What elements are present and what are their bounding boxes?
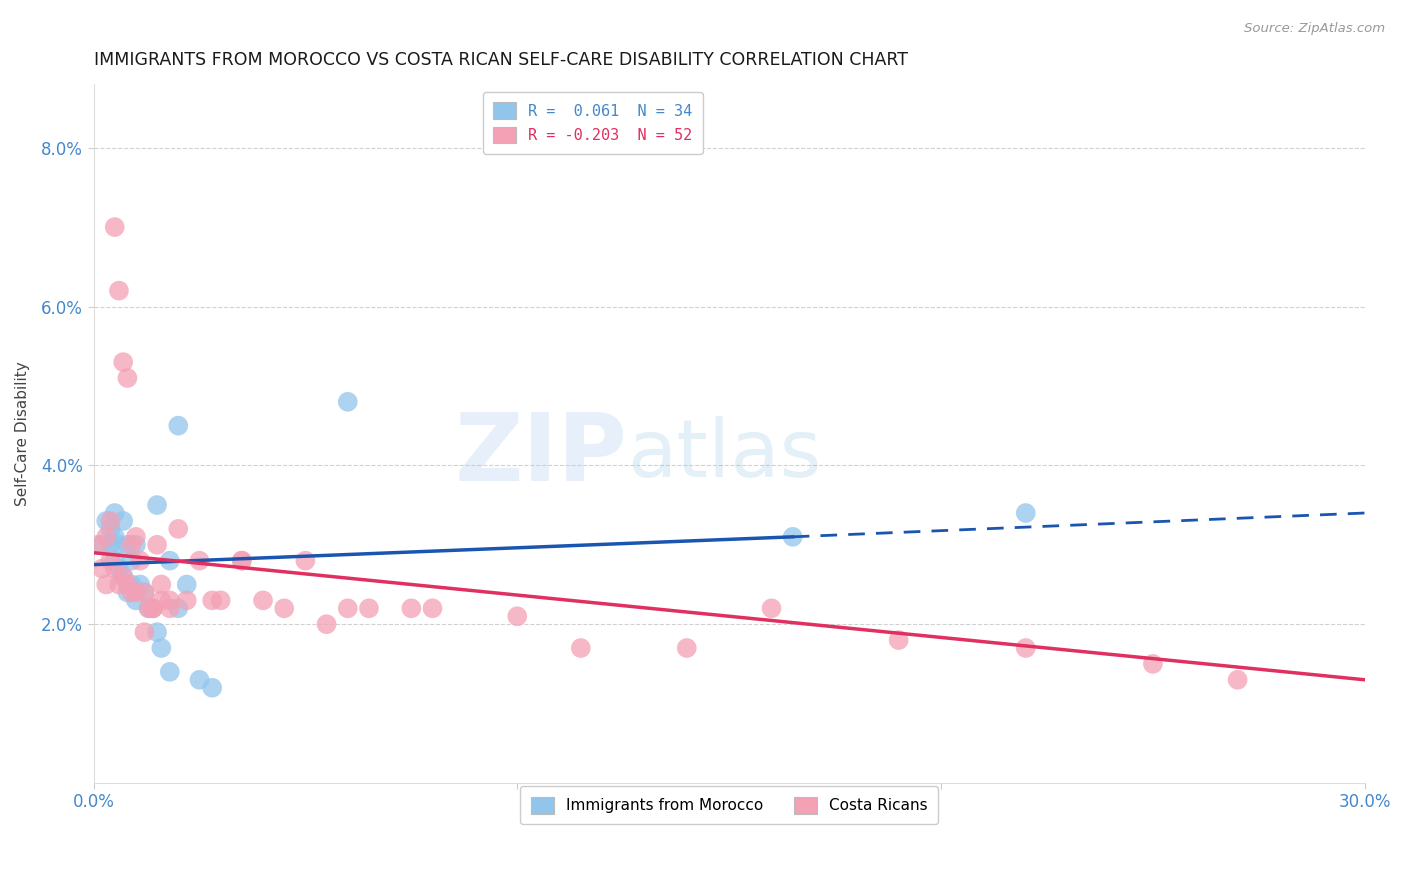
Point [782,530,804,544]
Point [188,673,211,687]
Point [104,506,127,520]
Point [104,220,127,235]
Point [1015,506,1038,520]
Point [112,569,135,583]
Text: Source: ZipAtlas.com: Source: ZipAtlas.com [1244,22,1385,36]
Point [142,601,165,615]
Point [138,601,160,615]
Point [569,640,592,655]
Point [134,585,156,599]
Point [159,665,181,679]
Point [125,585,148,599]
Point [150,640,173,655]
Point [100,538,122,552]
Point [125,538,148,552]
Point [231,554,253,568]
Point [108,577,131,591]
Point [506,609,529,624]
Point [887,633,910,648]
Point [422,601,444,615]
Point [167,601,190,615]
Point [117,585,139,599]
Point [761,601,783,615]
Point [150,577,173,591]
Point [125,530,148,544]
Text: atlas: atlas [627,416,823,493]
Point [159,593,181,607]
Point [108,284,131,298]
Point [112,355,135,369]
Point [315,617,337,632]
Point [134,585,156,599]
Point [96,530,118,544]
Point [252,593,274,607]
Point [100,554,122,568]
Point [357,601,380,615]
Point [401,601,423,615]
Point [108,561,131,575]
Legend: Immigrants from Morocco, Costa Ricans: Immigrants from Morocco, Costa Ricans [520,786,938,824]
Point [150,593,173,607]
Point [146,625,169,640]
Point [117,538,139,552]
Point [104,561,127,575]
Point [176,577,198,591]
Point [121,577,143,591]
Point [129,577,152,591]
Point [231,554,253,568]
Point [142,601,165,615]
Point [91,561,114,575]
Point [121,538,143,552]
Text: ZIP: ZIP [454,409,627,500]
Point [112,569,135,583]
Point [121,554,143,568]
Point [100,514,122,528]
Point [104,554,127,568]
Point [138,601,160,615]
Point [336,601,359,615]
Point [91,538,114,552]
Point [112,514,135,528]
Point [675,640,697,655]
Point [336,394,359,409]
Point [159,601,181,615]
Point [1142,657,1164,671]
Point [117,577,139,591]
Point [188,554,211,568]
Point [146,538,169,552]
Point [142,601,165,615]
Point [117,371,139,385]
Point [96,577,118,591]
Point [209,593,232,607]
Point [176,593,198,607]
Point [167,522,190,536]
Point [121,585,143,599]
Point [1226,673,1249,687]
Point [146,498,169,512]
Point [125,593,148,607]
Point [201,593,224,607]
Point [96,514,118,528]
Point [129,554,152,568]
Point [201,681,224,695]
Point [294,554,316,568]
Point [167,418,190,433]
Point [273,601,295,615]
Point [100,522,122,536]
Point [1015,640,1038,655]
Point [87,538,110,552]
Point [104,530,127,544]
Y-axis label: Self-Care Disability: Self-Care Disability [15,361,30,506]
Point [159,554,181,568]
Text: IMMIGRANTS FROM MOROCCO VS COSTA RICAN SELF-CARE DISABILITY CORRELATION CHART: IMMIGRANTS FROM MOROCCO VS COSTA RICAN S… [94,51,907,69]
Point [134,625,156,640]
Point [108,538,131,552]
